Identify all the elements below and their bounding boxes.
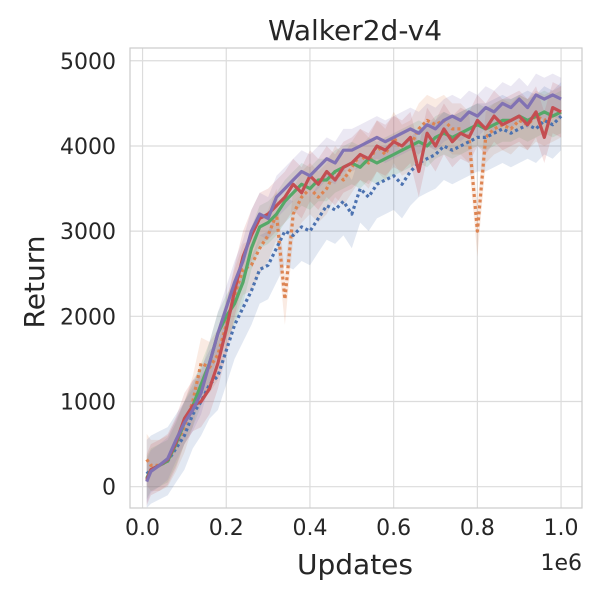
- plot-area: [130, 48, 582, 508]
- series-2-band: [146, 82, 562, 508]
- series-lines: [145, 93, 563, 483]
- y-tick-label: 3000: [60, 220, 116, 245]
- x-tick-label: 0.2: [209, 516, 244, 541]
- plot-frame: [129, 47, 583, 509]
- chart-title: Walker2d-v4: [268, 14, 442, 47]
- y-tick-label: 5000: [60, 50, 116, 75]
- x-offset-label: 1e6: [540, 551, 582, 576]
- x-tick-label: 0.0: [125, 516, 160, 541]
- series-4-line: [145, 105, 562, 481]
- y-tick-label: 4000: [60, 135, 116, 160]
- y-tick-label: 2000: [60, 305, 116, 330]
- y-axis-label: Return: [18, 236, 51, 329]
- grid-lines: [130, 48, 582, 508]
- x-tick-labels: 0.0 0.2 0.4 0.6 0.8 1.0: [125, 516, 579, 541]
- series-5-line: [145, 93, 562, 483]
- x-tick-label: 0.8: [460, 516, 495, 541]
- x-tick-label: 1.0: [544, 516, 579, 541]
- y-tick-label: 0: [102, 476, 116, 501]
- x-tick-label: 0.6: [376, 516, 411, 541]
- plot-background: [130, 48, 582, 508]
- x-axis-label: Updates: [297, 548, 413, 581]
- series-1-band: [146, 86, 562, 492]
- y-tick-label: 1000: [60, 391, 116, 416]
- plot-border: [129, 47, 583, 509]
- x-tick-label: 0.4: [292, 516, 327, 541]
- y-tick-labels: 0 1000 2000 3000 4000 5000: [60, 50, 116, 501]
- series-1-line: [145, 110, 562, 467]
